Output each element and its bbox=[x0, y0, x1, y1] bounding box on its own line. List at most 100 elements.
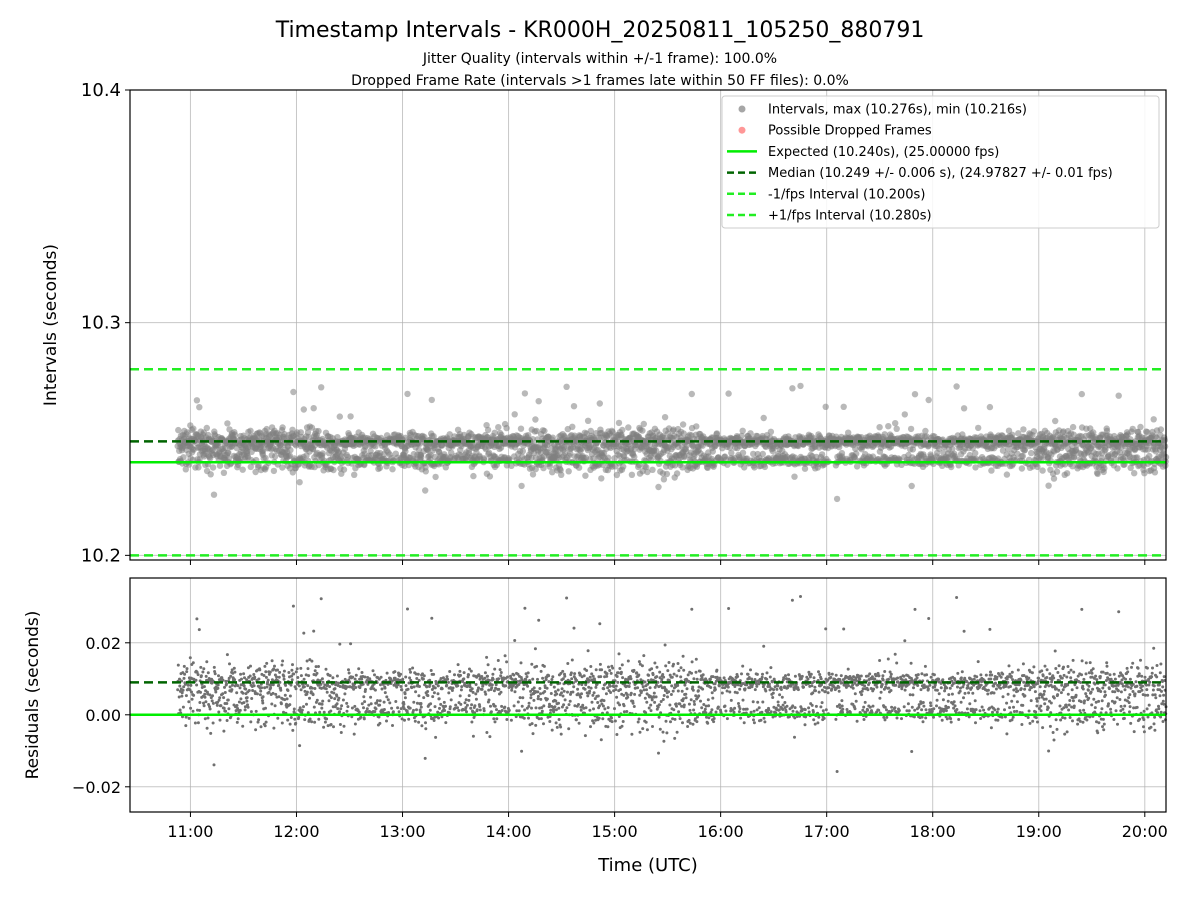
residual-point bbox=[205, 660, 208, 663]
residual-point bbox=[235, 691, 238, 694]
residual-point bbox=[402, 703, 405, 706]
residual-point bbox=[177, 664, 180, 667]
residual-point bbox=[495, 708, 498, 711]
interval-point bbox=[208, 471, 214, 477]
residual-point bbox=[566, 691, 569, 694]
residual-point bbox=[577, 703, 580, 706]
interval-point bbox=[576, 465, 582, 471]
residual-point bbox=[366, 707, 369, 710]
interval-point bbox=[762, 464, 768, 470]
residual-point bbox=[228, 662, 231, 665]
residual-point bbox=[361, 702, 364, 705]
residual-point bbox=[539, 692, 542, 695]
residual-point bbox=[216, 687, 219, 690]
residual-point bbox=[226, 719, 229, 722]
residual-point bbox=[658, 671, 661, 674]
residual-point bbox=[541, 710, 544, 713]
residual-point bbox=[462, 677, 465, 680]
residual-point bbox=[463, 671, 466, 674]
residual-point bbox=[291, 663, 294, 666]
residual-point bbox=[540, 670, 543, 673]
residual-point bbox=[363, 717, 366, 720]
residual-point bbox=[323, 711, 326, 714]
residual-point bbox=[190, 691, 193, 694]
residual-point bbox=[662, 698, 665, 701]
interval-point bbox=[337, 413, 343, 419]
residual-point bbox=[239, 709, 242, 712]
interval-point bbox=[664, 471, 670, 477]
residual-point bbox=[414, 720, 417, 723]
interval-point bbox=[175, 427, 181, 433]
residual-point bbox=[303, 718, 306, 721]
residual-point bbox=[630, 677, 633, 680]
residual-point bbox=[456, 684, 459, 687]
residual-point bbox=[281, 660, 284, 663]
residual-point bbox=[622, 720, 625, 723]
residual-point bbox=[626, 696, 629, 699]
residual-point bbox=[560, 733, 563, 736]
residual-point bbox=[635, 671, 638, 674]
residual-point bbox=[638, 718, 641, 721]
interval-point bbox=[841, 404, 847, 410]
interval-point bbox=[520, 448, 526, 454]
interval-point bbox=[404, 391, 410, 397]
interval-point bbox=[740, 450, 746, 456]
residual-point bbox=[405, 684, 408, 687]
interval-point bbox=[1054, 469, 1060, 475]
residual-point bbox=[600, 668, 603, 671]
residual-point bbox=[514, 678, 517, 681]
residual-point bbox=[259, 690, 262, 693]
residual-point bbox=[213, 763, 216, 766]
residual-point bbox=[497, 677, 500, 680]
residual-point bbox=[523, 607, 526, 610]
residual-point bbox=[281, 664, 284, 667]
residual-point bbox=[353, 705, 356, 708]
interval-point bbox=[320, 450, 326, 456]
residual-point bbox=[257, 718, 260, 721]
interval-point bbox=[247, 428, 253, 434]
residual-point bbox=[385, 695, 388, 698]
residual-point bbox=[466, 704, 469, 707]
residual-point bbox=[361, 671, 364, 674]
residual-point bbox=[547, 680, 550, 683]
residual-point bbox=[362, 706, 365, 709]
residual-point bbox=[219, 704, 222, 707]
residual-point bbox=[278, 671, 281, 674]
residual-point bbox=[264, 707, 267, 710]
residual-point bbox=[641, 727, 644, 730]
residual-point bbox=[438, 697, 441, 700]
residual-point bbox=[253, 684, 256, 687]
residual-point bbox=[412, 701, 415, 704]
residual-point bbox=[376, 699, 379, 702]
residual-point bbox=[208, 693, 211, 696]
residual-point bbox=[467, 673, 470, 676]
interval-point bbox=[1151, 416, 1157, 422]
residual-point bbox=[437, 717, 440, 720]
residual-point bbox=[425, 685, 428, 688]
residual-point bbox=[555, 693, 558, 696]
residual-point bbox=[278, 676, 281, 679]
residual-point bbox=[180, 695, 183, 698]
residual-point bbox=[192, 710, 195, 713]
interval-point bbox=[432, 474, 438, 480]
residual-point bbox=[267, 679, 270, 682]
residual-point bbox=[336, 707, 339, 710]
residual-point bbox=[379, 699, 382, 702]
residual-point bbox=[500, 671, 503, 674]
residual-point bbox=[380, 676, 383, 679]
residual-point bbox=[195, 617, 198, 620]
residual-point bbox=[563, 690, 566, 693]
residual-point bbox=[239, 697, 242, 700]
interval-point bbox=[747, 430, 753, 436]
residual-point bbox=[437, 692, 440, 695]
residual-point bbox=[407, 688, 410, 691]
residual-point bbox=[204, 696, 207, 699]
residual-point bbox=[233, 671, 236, 674]
residual-point bbox=[532, 732, 535, 735]
residual-point bbox=[340, 704, 343, 707]
residual-point bbox=[384, 687, 387, 690]
interval-point bbox=[347, 413, 353, 419]
residual-point bbox=[474, 692, 477, 695]
residual-point bbox=[508, 709, 511, 712]
interval-point bbox=[1034, 464, 1040, 470]
